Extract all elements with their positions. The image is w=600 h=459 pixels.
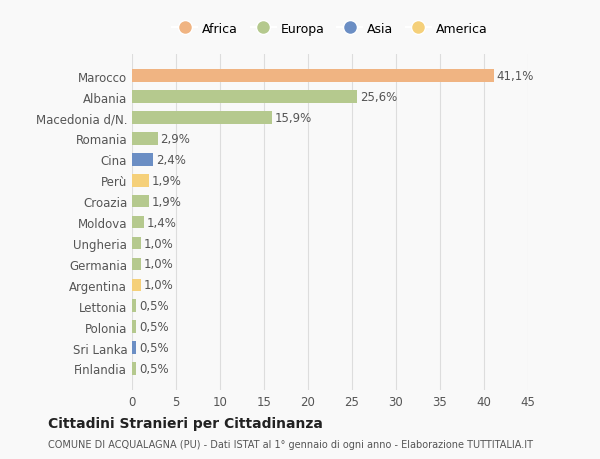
Text: 1,0%: 1,0% bbox=[143, 237, 173, 250]
Text: 1,4%: 1,4% bbox=[147, 216, 177, 229]
Bar bbox=[132, 321, 136, 333]
Text: 1,9%: 1,9% bbox=[151, 195, 181, 208]
Bar bbox=[132, 154, 153, 166]
Bar bbox=[132, 216, 145, 229]
Text: 0,5%: 0,5% bbox=[139, 362, 169, 375]
Bar bbox=[132, 258, 141, 271]
Text: 1,9%: 1,9% bbox=[151, 174, 181, 187]
Legend: Africa, Europa, Asia, America: Africa, Europa, Asia, America bbox=[167, 18, 493, 41]
Bar bbox=[132, 279, 141, 291]
Bar bbox=[132, 112, 272, 124]
Text: 0,5%: 0,5% bbox=[139, 300, 169, 313]
Bar bbox=[132, 91, 357, 104]
Bar bbox=[132, 363, 136, 375]
Bar bbox=[132, 133, 158, 146]
Bar bbox=[132, 237, 141, 250]
Text: COMUNE DI ACQUALAGNA (PU) - Dati ISTAT al 1° gennaio di ogni anno - Elaborazione: COMUNE DI ACQUALAGNA (PU) - Dati ISTAT a… bbox=[48, 440, 533, 449]
Bar bbox=[132, 196, 149, 208]
Text: 15,9%: 15,9% bbox=[275, 112, 312, 125]
Text: 2,9%: 2,9% bbox=[160, 133, 190, 146]
Text: 0,5%: 0,5% bbox=[139, 320, 169, 333]
Text: 41,1%: 41,1% bbox=[496, 70, 533, 83]
Bar bbox=[132, 341, 136, 354]
Text: 25,6%: 25,6% bbox=[360, 91, 397, 104]
Bar bbox=[132, 70, 494, 83]
Text: 0,5%: 0,5% bbox=[139, 341, 169, 354]
Bar bbox=[132, 300, 136, 312]
Bar bbox=[132, 174, 149, 187]
Text: Cittadini Stranieri per Cittadinanza: Cittadini Stranieri per Cittadinanza bbox=[48, 416, 323, 430]
Text: 2,4%: 2,4% bbox=[156, 154, 185, 167]
Text: 1,0%: 1,0% bbox=[143, 279, 173, 291]
Text: 1,0%: 1,0% bbox=[143, 258, 173, 271]
